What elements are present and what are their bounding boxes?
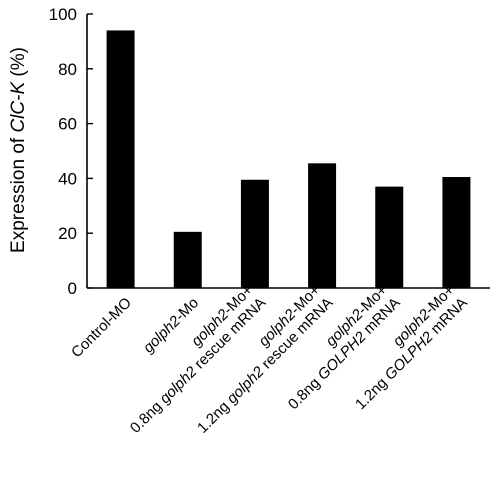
x-category-label-0: Control-MO	[68, 294, 135, 361]
bars-group	[106, 30, 471, 288]
x-category-label-1: golph2-Mo	[140, 294, 202, 356]
y-tick-label-40: 40	[58, 169, 77, 188]
y-ticks-group: 0 20 40 60 80 100	[49, 5, 93, 298]
y-tick-label-100: 100	[49, 5, 77, 24]
y-axis-label: Expression of ClC-K (%)	[8, 47, 29, 253]
axes-group	[86, 14, 490, 289]
y-tick-label-60: 60	[58, 115, 77, 134]
bar-4	[375, 186, 404, 288]
bar-3	[308, 163, 337, 288]
bar-2	[240, 179, 269, 288]
bar-5	[442, 177, 471, 288]
y-tick-label-20: 20	[58, 224, 77, 243]
bar-1	[173, 231, 202, 288]
bar-0	[106, 30, 135, 288]
y-tick-label-0: 0	[68, 279, 77, 298]
y-tick-label-80: 80	[58, 60, 77, 79]
